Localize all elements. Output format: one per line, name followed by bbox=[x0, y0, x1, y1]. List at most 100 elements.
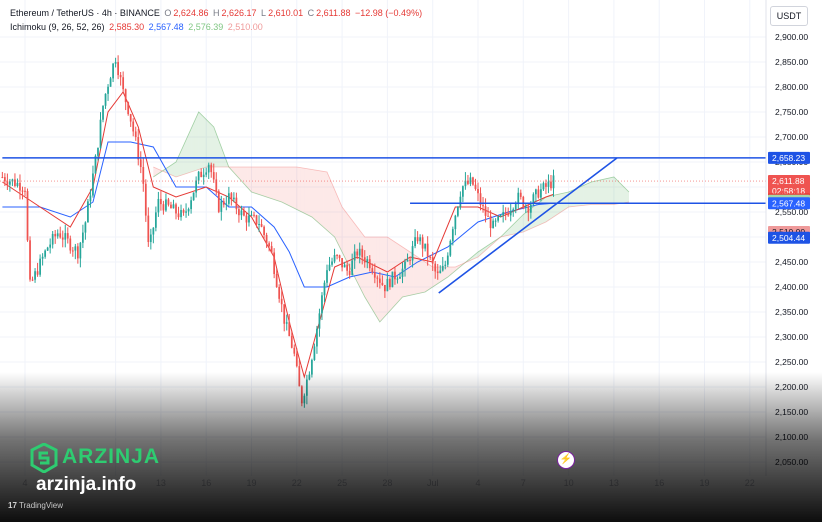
cloud-segment bbox=[610, 177, 614, 205]
candle-body bbox=[499, 215, 502, 217]
candle-body bbox=[454, 215, 457, 230]
candle-body bbox=[200, 171, 203, 178]
candle-body bbox=[24, 190, 26, 192]
candle-body bbox=[331, 261, 333, 265]
cloud-segment bbox=[308, 168, 312, 217]
cloud-segment bbox=[470, 255, 475, 261]
time-tick-label: 19 bbox=[699, 478, 709, 488]
candle-body bbox=[522, 196, 525, 208]
cloud-segment bbox=[447, 267, 452, 277]
cloud-segment bbox=[327, 172, 331, 234]
cloud-segment bbox=[368, 237, 373, 310]
candle-body bbox=[225, 203, 228, 205]
time-tick-label: 22 bbox=[745, 478, 755, 488]
cloud-segment bbox=[576, 187, 580, 207]
candle-body bbox=[182, 210, 185, 213]
cloud-segment bbox=[259, 167, 263, 196]
cloud-segment bbox=[595, 180, 599, 205]
cloud-segment bbox=[444, 267, 448, 280]
candle-body bbox=[462, 186, 464, 197]
candle-body bbox=[61, 237, 64, 240]
time-tick-label: 4 bbox=[475, 478, 480, 488]
cloud-segment bbox=[394, 242, 399, 306]
candle-body bbox=[509, 211, 512, 216]
cloud-segment bbox=[474, 252, 478, 259]
time-tick-label: 13 bbox=[156, 478, 166, 488]
candle-body bbox=[477, 188, 479, 194]
candle-body bbox=[497, 216, 500, 221]
price-tick-label: 2,200.00 bbox=[775, 382, 808, 392]
candle-body bbox=[489, 215, 492, 229]
candle-body bbox=[177, 213, 180, 218]
candle-body bbox=[419, 237, 421, 242]
flash-icon[interactable]: ⚡ bbox=[557, 451, 575, 469]
candle-body bbox=[316, 328, 318, 347]
cloud-segment bbox=[542, 197, 546, 224]
candle-body bbox=[167, 199, 170, 205]
cloud-segment bbox=[364, 237, 369, 304]
cloud-segment bbox=[583, 183, 588, 206]
open-label: O bbox=[164, 8, 172, 18]
candle-body bbox=[207, 164, 210, 173]
candle-body bbox=[328, 264, 331, 271]
candle-body bbox=[439, 270, 442, 274]
candle-body bbox=[482, 205, 484, 207]
candle-body bbox=[144, 183, 147, 216]
candle-body bbox=[494, 220, 497, 222]
candle-body bbox=[441, 265, 444, 271]
cloud-segment bbox=[504, 229, 509, 237]
candle-body bbox=[205, 172, 208, 175]
candles bbox=[1, 55, 555, 408]
candle-body bbox=[527, 206, 530, 213]
currency-button[interactable]: USDT bbox=[770, 6, 808, 26]
candle-body bbox=[31, 279, 34, 281]
high-value: 2,626.17 bbox=[221, 8, 257, 18]
candle-body bbox=[250, 214, 253, 216]
candle-body bbox=[46, 247, 49, 251]
candle-body bbox=[396, 278, 399, 280]
cloud-segment bbox=[209, 123, 214, 167]
price-tag-label: 2,504.44 bbox=[772, 233, 805, 243]
cloud-segment bbox=[206, 119, 210, 167]
candle-body bbox=[69, 238, 72, 251]
candle-body bbox=[446, 255, 449, 265]
candle-body bbox=[356, 251, 359, 256]
candle-body bbox=[248, 215, 250, 223]
candle-body bbox=[363, 257, 366, 263]
candle-body bbox=[36, 271, 39, 275]
close-value: 2,611.88 bbox=[316, 8, 351, 18]
candle-body bbox=[540, 189, 542, 198]
price-tick-label: 2,550.00 bbox=[775, 207, 808, 217]
price-tag-bg bbox=[768, 175, 810, 198]
candle-body bbox=[97, 147, 99, 156]
ichimoku-label: Ichimoku (9, 26, 52, 26) bbox=[10, 22, 105, 32]
cloud-segment bbox=[553, 194, 558, 217]
candle-body bbox=[243, 210, 245, 216]
cloud-segment bbox=[293, 167, 297, 210]
cloud-segment bbox=[625, 188, 629, 203]
symbol-header: Ethereum / TetherUS · 4h · BINANCE O 2,62… bbox=[10, 8, 424, 18]
tradingview-label: TradingView bbox=[18, 501, 64, 510]
cloud-segment bbox=[311, 169, 316, 221]
candle-body bbox=[99, 119, 102, 148]
candle-body bbox=[119, 75, 122, 78]
cloud-segment bbox=[277, 167, 282, 202]
cloud-segment bbox=[489, 242, 494, 247]
candle-body bbox=[253, 214, 255, 216]
candle-body bbox=[318, 313, 321, 329]
cloud-segment bbox=[436, 267, 441, 285]
candle-body bbox=[230, 193, 233, 200]
price-tick-label: 2,750.00 bbox=[775, 107, 808, 117]
candle-body bbox=[11, 179, 14, 182]
price-tag-label: 2,658.23 bbox=[772, 153, 805, 163]
cloud-segment bbox=[613, 177, 618, 205]
cloud-segment bbox=[176, 153, 180, 177]
candle-body bbox=[233, 197, 235, 200]
candle-body bbox=[180, 210, 182, 218]
cloud-segment bbox=[379, 237, 384, 322]
candle-body bbox=[366, 259, 369, 263]
candle-body bbox=[492, 220, 494, 229]
candle-body bbox=[71, 250, 74, 252]
candle-body bbox=[451, 229, 454, 242]
